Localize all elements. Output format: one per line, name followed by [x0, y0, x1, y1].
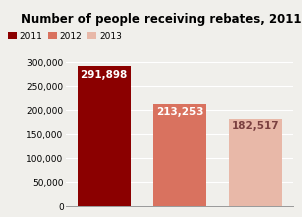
Text: 291,898: 291,898	[81, 70, 128, 80]
Text: 213,253: 213,253	[156, 107, 204, 117]
Bar	[78, 66, 131, 206]
Title: Number of people receiving rebates, 2011-2013: Number of people receiving rebates, 2011…	[21, 13, 302, 26]
Bar	[153, 104, 206, 206]
Text: 182,517: 182,517	[231, 121, 279, 131]
Legend: 2011, 2012, 2013: 2011, 2012, 2013	[8, 32, 122, 41]
Bar	[229, 118, 281, 206]
